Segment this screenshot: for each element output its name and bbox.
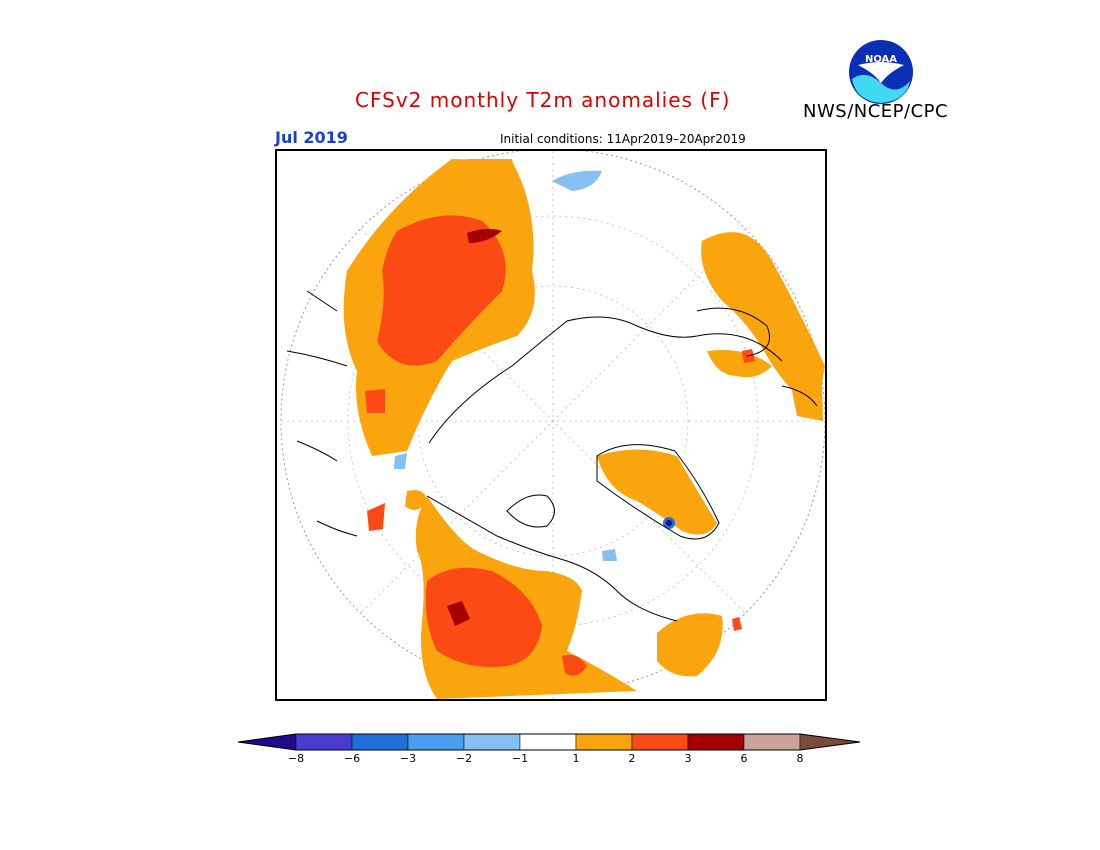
- legend-bin: [631, 733, 689, 751]
- forecast-month: Jul 2019: [275, 128, 348, 147]
- legend-bin: [519, 733, 577, 751]
- legend-tick: 2: [628, 752, 636, 765]
- legend-tick: 3: [684, 752, 692, 765]
- legend-bin: [238, 733, 297, 751]
- legend-bin: [295, 733, 353, 751]
- legend-tick: −6: [343, 752, 361, 765]
- anomaly-cool: [394, 170, 617, 561]
- anomaly-asia: [343, 159, 535, 456]
- legend-bin: [743, 733, 801, 751]
- legend-bin: [407, 733, 465, 751]
- anomaly-greenland: [597, 449, 717, 535]
- anomaly-atlantic-spot: [732, 617, 742, 631]
- anomaly-europe: [701, 232, 825, 421]
- legend-tick: −2: [455, 752, 473, 765]
- coastline-outlines: [286, 290, 818, 622]
- legend-tick: 6: [740, 752, 748, 765]
- meridian-line: [360, 228, 746, 614]
- agency-label: NWS/NCEP/CPC: [803, 101, 949, 122]
- anomaly-atlantic: [657, 613, 723, 677]
- legend-tick: 8: [796, 752, 804, 765]
- noaa-logo: NOAA: [849, 40, 913, 104]
- legend-tick: −3: [399, 752, 417, 765]
- legend-tick: 1: [572, 752, 580, 765]
- polar-map: [280, 151, 825, 699]
- legend-bin: [575, 733, 633, 751]
- legend-bin: [463, 733, 521, 751]
- legend-tick: −1: [511, 752, 529, 765]
- initial-conditions: Initial conditions: 11Apr2019–20Apr2019: [500, 132, 746, 146]
- legend-bin: [799, 733, 861, 751]
- legend-bin: [687, 733, 745, 751]
- map-title: CFSv2 monthly T2m anomalies (F): [355, 88, 731, 112]
- color-legend: [238, 733, 861, 751]
- anomaly-north-america: [367, 490, 637, 699]
- legend-bin: [351, 733, 409, 751]
- legend-tick: −8: [287, 752, 305, 765]
- map-panel: [275, 149, 827, 701]
- noaa-logo-text: NOAA: [865, 54, 897, 65]
- graticule-circle: [417, 285, 689, 557]
